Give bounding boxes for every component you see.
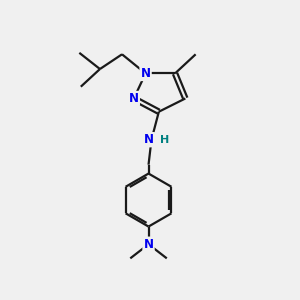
Text: H: H	[160, 135, 170, 145]
Text: N: N	[129, 92, 139, 105]
Text: N: N	[141, 67, 151, 80]
Text: N: N	[144, 133, 154, 146]
Text: N: N	[143, 238, 154, 251]
